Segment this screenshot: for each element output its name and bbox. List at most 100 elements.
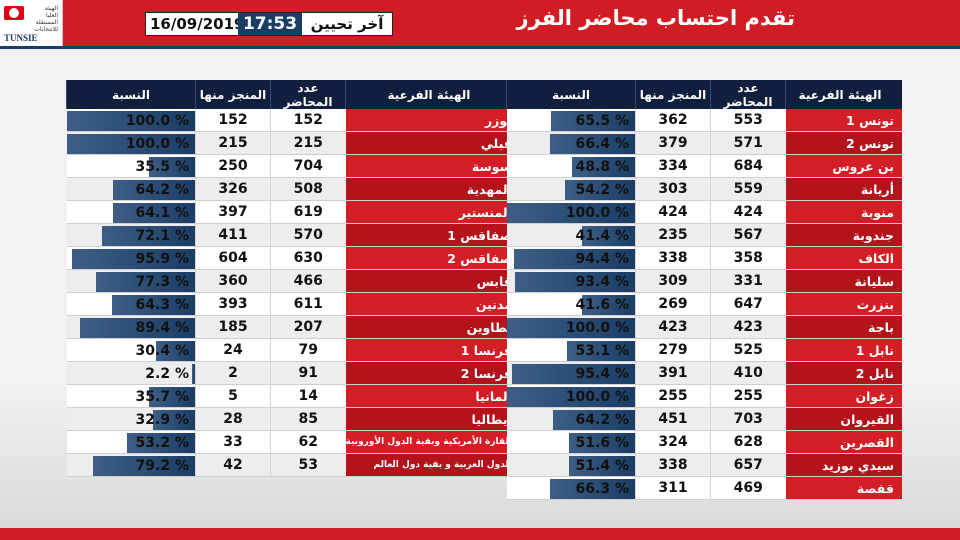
progress-bar-track: 100.0 % [66,110,195,131]
progress-bar-track: 64.1 % [67,202,195,223]
total-cell: 611 [270,292,346,316]
total-cell: 423 [710,315,786,339]
progress-bar-fill [566,340,635,361]
table-row: 65.5 % 362 553 تونس 1 [506,109,902,132]
isie-logo: الهيئة العليا المستقلة للانتخابات TUNSIE [0,0,63,48]
footer-bar [0,528,960,540]
col-header-pct: النسبة [66,80,196,109]
total-cell: 358 [710,246,786,270]
table-row: 64.2 % 326 508 المهدية [66,177,520,201]
total-cell: 14 [270,384,346,408]
pct-cell: 2.2 % [66,361,196,385]
total-cell: 466 [270,269,346,293]
progress-bar-track: 30.4 % [67,340,195,361]
done-cell: 28 [195,407,271,431]
progress-bar-track: 64.2 % [67,179,195,200]
region-name-cell: صفاقس 2 [345,246,520,270]
done-cell: 604 [195,246,271,270]
progress-bar-fill [512,363,635,384]
total-cell: 85 [270,407,346,431]
region-name-cell: زغوان [785,384,902,408]
progress-bar-fill [149,156,195,177]
table-row: 51.4 % 338 657 سيدي بوزيد [506,453,902,477]
tunisia-flag-icon [4,6,24,20]
region-name-cell: منوبة [785,200,902,224]
total-cell: 410 [710,361,786,385]
pct-cell: 94.4 % [506,246,636,270]
done-cell: 235 [635,223,711,247]
progress-bar-fill [581,225,635,246]
region-name-cell: المنستير [345,200,520,224]
done-cell: 451 [635,407,711,431]
progress-bar-fill [581,294,635,315]
logo-line: العليا [45,12,58,19]
pct-label: 100.0 % [565,388,629,405]
pct-label: 32.9 % [135,411,189,428]
progress-bar-fill [568,432,635,453]
progress-bar-track: 95.9 % [67,248,195,269]
done-cell: 309 [635,269,711,293]
done-cell: 24 [195,338,271,362]
pct-cell: 64.2 % [66,177,196,201]
table-row: 94.4 % 338 358 الكاف [506,246,902,270]
region-name-cell: القارة الأمريكية وبقية الدول الأوروبية [345,430,520,454]
progress-bar-track: 66.4 % [507,133,635,154]
done-cell: 424 [635,200,711,224]
total-cell: 424 [710,200,786,224]
progress-bar-track: 93.4 % [507,271,635,292]
table-row: 64.3 % 393 611 مدنين [66,292,520,316]
col-header-name: الهيئة الفرعية [344,80,520,109]
progress-bar-track: 65.5 % [507,110,635,131]
table-row: 53.2 % 33 62 القارة الأمريكية وبقية الدول ا… [66,430,520,454]
pct-label: 53.2 % [135,434,189,451]
done-cell: 326 [195,177,271,201]
pct-label: 51.4 % [575,457,629,474]
pct-label: 41.4 % [575,227,629,244]
total-cell: 684 [710,154,786,178]
region-name-cell: قابس [345,269,520,293]
pct-label: 100.0 % [565,204,629,221]
progress-bar-fill [93,455,195,476]
region-name-cell: نابل 1 [785,338,902,362]
table-row: 100.0 % 152 152 توزر [66,109,520,132]
progress-bar-track: 53.2 % [67,432,195,453]
region-name-cell: فرنسا 2 [345,361,520,385]
region-name-cell: بنزرت [785,292,902,316]
table-row: 54.2 % 303 559 أريانة [506,177,902,201]
progress-bar-fill [549,478,635,499]
region-name-cell: القيروان [785,407,902,431]
progress-bar-fill [126,432,195,453]
results-table-right: النسبة المنجز منها عدد المحاضر الهيئة ال… [506,80,902,500]
progress-bar-fill [506,317,635,338]
done-cell: 338 [635,246,711,270]
progress-bar-fill [152,409,195,430]
total-cell: 469 [710,476,786,500]
progress-bar-fill [506,202,635,223]
progress-bar-track: 51.6 % [507,432,635,453]
progress-bar-track: 53.1 % [507,340,635,361]
done-cell: 362 [635,109,711,132]
pct-cell: 100.0 % [506,384,636,408]
pct-cell: 100.0 % [506,200,636,224]
table-header-row: النسبة المنجز منها عدد المحاضر الهيئة ال… [66,80,520,109]
progress-bar-track: 51.4 % [507,455,635,476]
table-body-left: 100.0 % 152 152 توزر 100.0 % 215 215 قبلي 35.5 %… [66,109,520,477]
pct-cell: 64.3 % [66,292,196,316]
total-cell: 630 [270,246,346,270]
table-row: 53.1 % 279 525 نابل 1 [506,338,902,362]
progress-bar-fill [71,248,195,269]
done-cell: 42 [195,453,271,477]
progress-bar-fill [102,225,195,246]
pct-label: 41.6 % [575,296,629,313]
progress-bar-track: 100.0 % [506,386,635,407]
pct-cell: 79.2 % [66,453,196,477]
pct-cell: 72.1 % [66,223,196,247]
pct-label: 2.2 % [145,365,189,382]
table-row: 41.6 % 269 647 بنزرت [506,292,902,316]
total-cell: 567 [710,223,786,247]
col-header-total: عدد المحاضر [710,80,786,109]
header-divider [0,46,960,49]
table-row: 89.4 % 185 207 تطاوين [66,315,520,339]
done-cell: 5 [195,384,271,408]
table-row: 64.1 % 397 619 المنستير [66,200,520,224]
